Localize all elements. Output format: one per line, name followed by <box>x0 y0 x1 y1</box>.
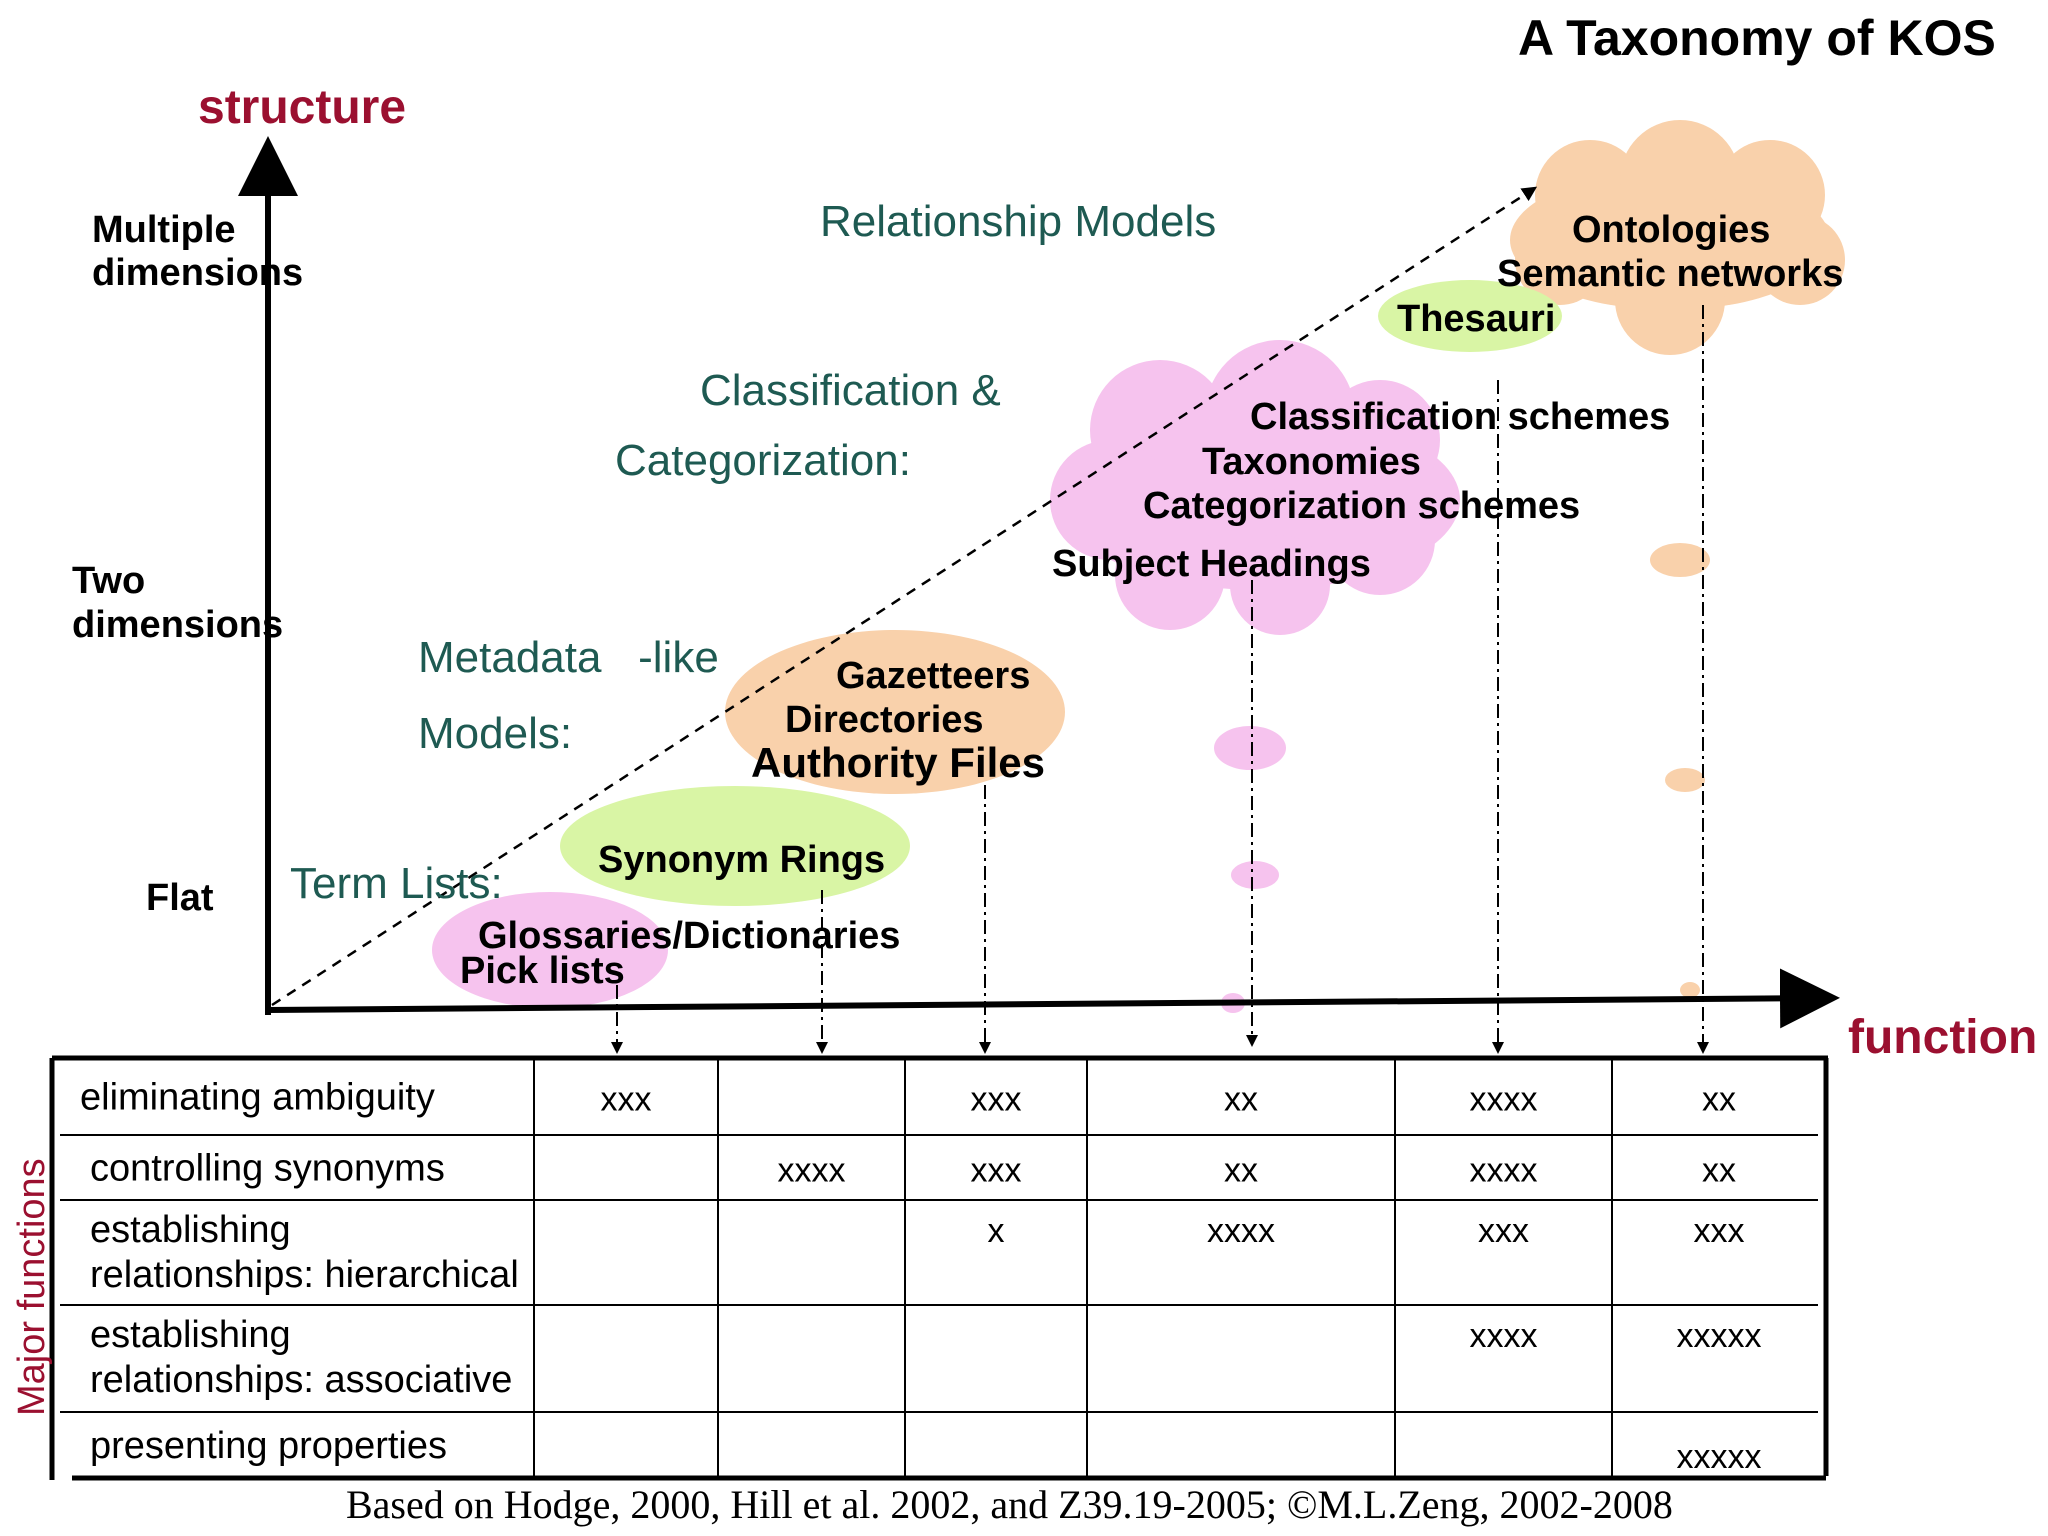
kos-subject-headings: Subject Headings <box>1052 543 1371 585</box>
category-metadata-line1: Metadata -like <box>418 633 719 682</box>
kos-ontologies: Ontologies <box>1572 209 1770 251</box>
kos-categorization-schemes: Categorization schemes <box>1143 485 1580 527</box>
kos-authority-files: Authority Files <box>751 739 1045 786</box>
kos-gazetteers: Gazetteers <box>836 655 1030 697</box>
row-label: eliminating ambiguity <box>80 1077 435 1119</box>
functions-table <box>49 1055 1829 1481</box>
category-metadata-line2: Models: <box>418 709 572 758</box>
table-cell: xxxx <box>778 1152 846 1190</box>
level-multiple-line1: Multiple <box>92 209 236 251</box>
kos-directories: Directories <box>785 699 984 741</box>
row-label: establishing <box>90 1209 291 1251</box>
table-cell: xxx <box>971 1152 1022 1190</box>
kos-classification-schemes: Classification schemes <box>1250 396 1670 438</box>
pink-dot <box>1214 726 1286 770</box>
drop-lines <box>611 305 1709 1054</box>
table-cell: xxxx <box>1470 1317 1538 1355</box>
level-multiple-line2: dimensions <box>92 252 303 294</box>
category-relationship: Relationship Models <box>820 197 1216 246</box>
thesauri-blob <box>1378 280 1562 352</box>
kos-thesauri: Thesauri <box>1397 298 1555 340</box>
table-cell: xxxx <box>1207 1212 1275 1250</box>
x-axis-label: function <box>1848 1011 2037 1064</box>
table-cell: xxx <box>971 1081 1022 1119</box>
kos-taxonomies: Taxonomies <box>1202 441 1421 483</box>
level-two-line1: Two <box>72 560 145 602</box>
table-cell: xx <box>1224 1152 1258 1190</box>
category-term-lists: Term Lists: <box>290 859 503 908</box>
peach-dot <box>1665 768 1705 792</box>
peach-dot <box>1680 982 1700 998</box>
source-credit: Based on Hodge, 2000, Hill et al. 2002, … <box>346 1482 1673 1527</box>
diagram-title: A Taxonomy of KOS <box>1518 10 1996 66</box>
table-side-label: Major functions <box>11 1158 53 1416</box>
kos-pick-lists: Pick lists <box>460 950 625 992</box>
table-cells: eliminating ambiguity xxx xxx xx xxxx xxcontr… <box>80 1077 1762 1477</box>
synonym-rings-blob <box>560 786 910 906</box>
metadata-blob <box>725 630 1065 794</box>
table-cell: xxx <box>601 1081 652 1119</box>
table-cell: xxxxx <box>1677 1438 1762 1476</box>
row-label: controlling synonyms <box>90 1148 445 1190</box>
table-cell: xxxx <box>1470 1152 1538 1190</box>
classification-cloud <box>1050 340 1460 635</box>
peach-dot <box>1650 543 1710 577</box>
term-lists-blob <box>432 892 668 1008</box>
level-two-line2: dimensions <box>72 604 283 646</box>
table-cell: xx <box>1224 1081 1258 1119</box>
table-cell: xxx <box>1694 1212 1745 1250</box>
table-cell: xx <box>1702 1152 1736 1190</box>
level-flat: Flat <box>146 877 214 919</box>
kos-synonym-rings: Synonym Rings <box>598 839 885 881</box>
row-label: relationships: hierarchical <box>90 1254 519 1296</box>
kos-glossaries: Glossaries/Dictionaries <box>478 915 900 957</box>
table-cell: xxxxx <box>1677 1317 1762 1355</box>
category-classification-line1: Classification & <box>700 366 1001 415</box>
x-axis <box>267 968 1840 1029</box>
row-label: presenting properties <box>90 1425 447 1467</box>
table-cell: xxxx <box>1470 1081 1538 1119</box>
table-cell: x <box>988 1212 1005 1250</box>
table-cell: xx <box>1702 1081 1736 1119</box>
kos-semantic-networks: Semantic networks <box>1497 253 1843 295</box>
row-label: relationships: associative <box>90 1359 512 1401</box>
category-classification-line2: Categorization: <box>615 436 911 485</box>
pink-dot <box>1231 861 1279 889</box>
y-axis-label: structure <box>198 81 406 134</box>
table-cell: xxx <box>1478 1212 1529 1250</box>
ontologies-cloud <box>1510 120 1845 355</box>
row-label: establishing <box>90 1314 291 1356</box>
